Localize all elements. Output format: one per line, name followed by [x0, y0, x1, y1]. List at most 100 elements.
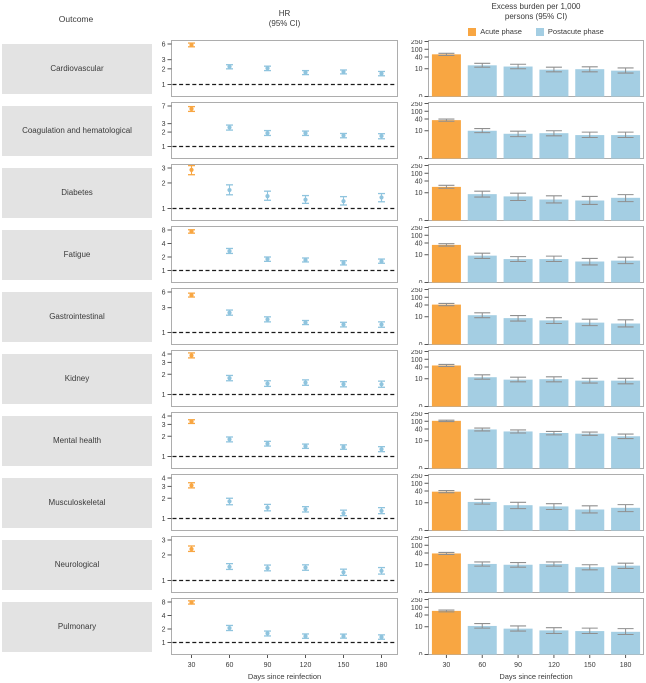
hr-y-tick-label: 6: [162, 290, 166, 297]
hr-point: [264, 440, 271, 447]
outcome-label: Coagulation and hematological: [2, 105, 152, 156]
hr-point: [302, 194, 309, 204]
hr-panel: 3 2 1: [162, 536, 398, 593]
burden-y-tick-label: 0: [419, 652, 423, 655]
burden-error-bar: [545, 430, 562, 436]
burden-y-tick-label: 0: [419, 466, 423, 469]
burden-y-tick-label: 100: [411, 171, 423, 178]
burden-bar: [431, 120, 461, 159]
burden-bar: [431, 491, 461, 531]
hr-y-tick-label: 1: [162, 516, 166, 523]
burden-bar: [467, 255, 497, 283]
hr-point: [378, 634, 385, 640]
burden-error-bar: [545, 255, 562, 263]
x-tick-label: 90: [264, 662, 272, 669]
burden-y-tick-label: 40: [415, 551, 423, 558]
x-tick-label: 120: [300, 662, 312, 669]
x-axis-title: Days since reinfection: [499, 672, 572, 681]
hr-point: [226, 562, 233, 571]
x-tick-label: 120: [548, 662, 560, 669]
hr-panel: 43 2 1: [162, 474, 398, 531]
burden-bar: [467, 65, 497, 97]
acute-phase-swatch: [468, 27, 477, 36]
burden-panel: 25010040100: [411, 412, 644, 469]
burden-panel-title: Excess burden per 1,000 persons (95% CI)…: [428, 0, 644, 36]
burden-bar: [503, 66, 533, 97]
legend-item-acute: Acute phase: [468, 27, 522, 36]
burden-y-tick-label: 100: [411, 295, 423, 302]
hr-y-tick-label: 4: [162, 613, 166, 620]
burden-panel: 25010040100: [411, 350, 644, 407]
hr-point: [302, 443, 309, 450]
burden-error-bar: [617, 377, 634, 385]
hr-y-tick-label: 1: [162, 82, 166, 89]
hr-point: [226, 309, 233, 316]
hr-point: [340, 195, 347, 206]
hr-panel: 8 4 2 1: [162, 226, 398, 283]
hr-y-tick-label: 1: [162, 578, 166, 585]
burden-y-tick-label: 40: [415, 179, 423, 186]
hr-y-tick-label: 3: [162, 305, 166, 312]
burden-y-tick-label: 0: [419, 404, 423, 407]
burden-y-tick-label: 250: [411, 226, 423, 232]
burden-bar: [575, 433, 605, 469]
burden-error-bar: [510, 256, 527, 263]
outcome-label: Fatigue: [2, 229, 152, 280]
burden-y-tick-label: 40: [415, 55, 423, 62]
burden-y-tick-label: 100: [411, 481, 423, 488]
burden-bar: [503, 505, 533, 531]
hr-point: [226, 497, 233, 506]
burden-bar: [611, 507, 641, 531]
burden-error-bar: [438, 419, 455, 423]
hr-point: [378, 70, 385, 77]
burden-y-tick-label: 250: [411, 536, 423, 542]
burden-error-bar: [510, 561, 527, 568]
hr-point: [264, 256, 271, 262]
burden-y-tick-label: 10: [415, 252, 423, 259]
hr-point: [188, 229, 195, 234]
burden-y-tick-label: 0: [419, 94, 423, 97]
burden-y-tick-label: 10: [415, 438, 423, 445]
hr-point: [378, 380, 385, 388]
outcome-row: Pulmonary842125010040100: [0, 598, 646, 655]
burden-error-bar: [474, 127, 491, 134]
outcome-label: Cardiovascular: [2, 43, 152, 94]
x-tick-label: 30: [443, 662, 451, 669]
burden-bar: [575, 380, 605, 407]
hr-point: [378, 321, 385, 328]
hr-point: [302, 564, 309, 571]
hr-point: [378, 258, 385, 264]
hr-point: [188, 42, 195, 48]
hr-point: [226, 124, 233, 131]
burden-bar: [431, 420, 461, 469]
burden-bar: [539, 69, 569, 97]
hr-point: [340, 633, 347, 639]
hr-panel: 6 3 2 1: [162, 40, 398, 97]
burden-y-tick-label: 0: [419, 342, 423, 345]
outcome-label: Neurological: [2, 539, 152, 590]
burden-y-tick-label: 100: [411, 109, 423, 116]
x-tick-label: 60: [478, 662, 486, 669]
hr-y-tick-label: 2: [162, 66, 166, 73]
burden-error-bar: [617, 67, 634, 74]
burden-error-bar: [438, 551, 455, 555]
hr-y-tick-label: 4: [162, 352, 166, 359]
burden-y-tick-label: 250: [411, 350, 423, 356]
x-tick-label: 180: [620, 662, 632, 669]
burden-bar: [503, 431, 533, 469]
burden-error-bar: [474, 190, 491, 198]
hr-y-tick-label: 3: [162, 484, 166, 491]
burden-bar: [575, 631, 605, 655]
hr-point: [302, 257, 309, 263]
burden-error-bar: [438, 184, 455, 189]
burden-bar: [467, 625, 497, 655]
hr-point: [188, 352, 195, 359]
burden-error-bar: [617, 256, 634, 265]
burden-bar: [539, 379, 569, 407]
hr-panel: 3 2 1: [162, 164, 398, 221]
outcome-column-header: Outcome: [58, 14, 94, 24]
outcome-row: Cardiovascular632125010040100: [0, 40, 646, 97]
burden-bar: [503, 628, 533, 655]
hr-point: [302, 69, 309, 76]
